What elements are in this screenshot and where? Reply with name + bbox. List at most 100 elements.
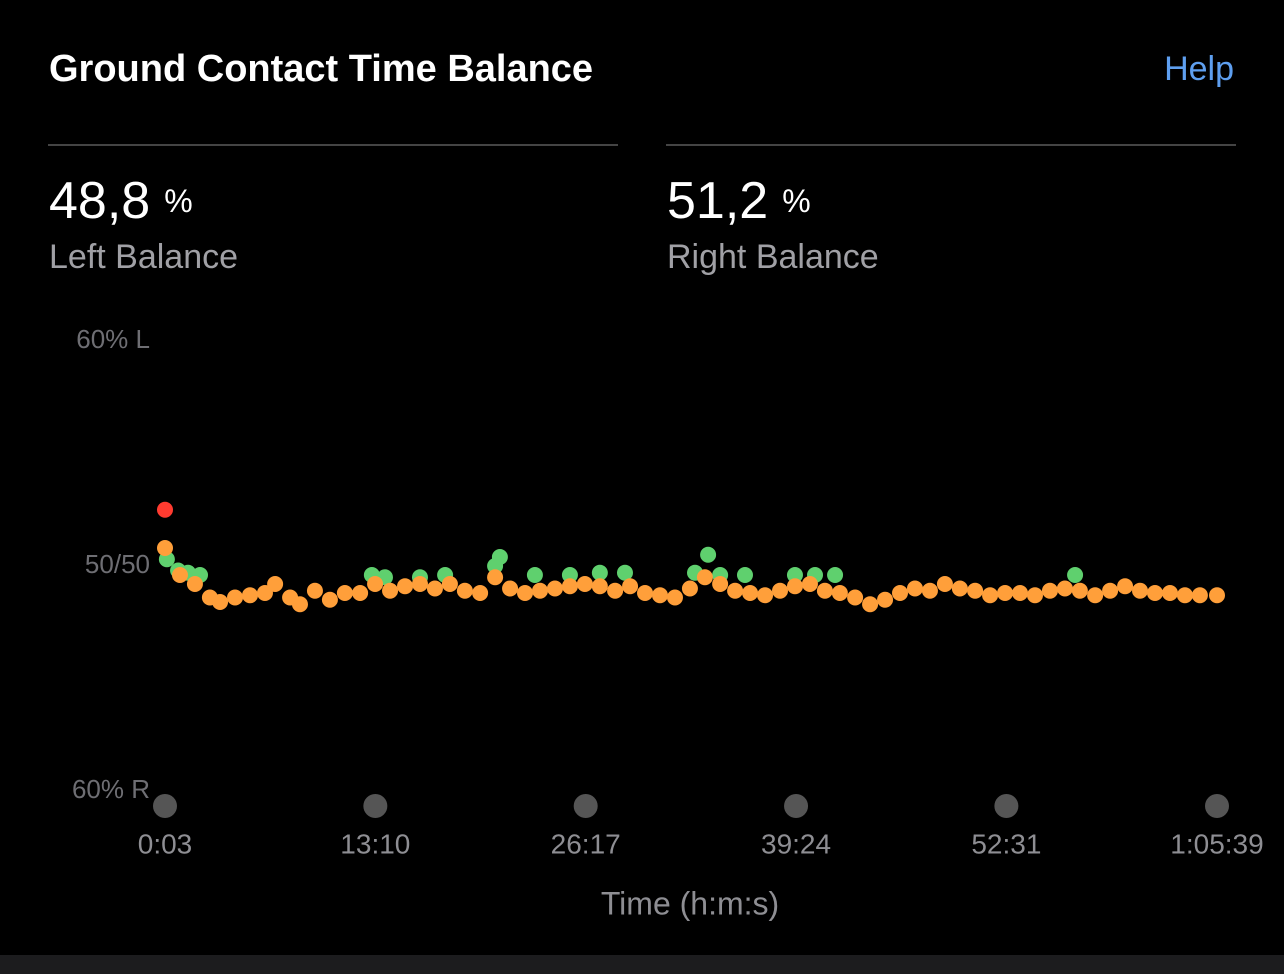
point	[982, 587, 999, 604]
point	[921, 582, 938, 599]
x-tick-label: 13:10	[340, 828, 410, 859]
point	[696, 569, 713, 586]
x-tick-dot	[573, 794, 598, 818]
point	[397, 578, 414, 595]
point	[936, 576, 953, 592]
x-tick-label: 39:24	[761, 828, 831, 859]
point	[157, 501, 173, 518]
point	[1067, 567, 1084, 583]
point	[591, 578, 608, 595]
point	[591, 564, 608, 581]
point	[666, 589, 683, 606]
x-axis-title: Time (h:m:s)	[601, 885, 779, 921]
point	[546, 580, 563, 597]
point	[1146, 585, 1163, 601]
stat-label: Left Balance	[49, 238, 238, 276]
x-tick-dot	[784, 794, 809, 818]
point	[681, 580, 698, 597]
point	[1191, 587, 1208, 604]
point	[1176, 587, 1193, 604]
point	[1026, 587, 1043, 604]
point	[801, 576, 818, 592]
point	[951, 580, 968, 597]
point	[1132, 582, 1149, 599]
point	[847, 589, 864, 606]
point	[517, 585, 534, 601]
point	[742, 585, 759, 601]
point	[171, 567, 188, 583]
point	[441, 576, 458, 592]
point	[772, 582, 789, 599]
point	[637, 585, 654, 601]
stat-value: 51,2%	[667, 172, 811, 230]
point	[426, 580, 443, 597]
point	[736, 567, 753, 583]
point	[1087, 587, 1104, 604]
help-link[interactable]: Help	[1164, 50, 1234, 88]
stat-value: 48,8%	[49, 172, 193, 230]
point	[757, 587, 774, 604]
point	[267, 576, 284, 592]
x-tick-dot	[994, 794, 1019, 818]
point	[491, 549, 508, 565]
point	[157, 540, 173, 556]
point	[306, 582, 323, 599]
point	[827, 567, 844, 583]
point	[487, 569, 504, 586]
point	[831, 585, 848, 601]
x-tick-dot	[153, 794, 177, 818]
point	[607, 582, 624, 599]
point	[1071, 582, 1088, 599]
point	[526, 567, 543, 583]
point	[816, 582, 833, 599]
point	[576, 576, 593, 592]
point	[367, 576, 384, 592]
point	[700, 546, 717, 563]
point	[1041, 582, 1058, 599]
x-tick-label: 1:05:39	[1170, 828, 1263, 859]
point	[786, 578, 803, 595]
point	[712, 576, 729, 592]
point	[411, 576, 428, 592]
point	[862, 596, 879, 613]
point	[336, 585, 353, 601]
point	[616, 564, 633, 581]
point	[561, 567, 578, 583]
point	[227, 589, 244, 606]
point	[382, 582, 399, 599]
x-tick-label: 52:31	[971, 828, 1041, 859]
point	[1161, 585, 1178, 601]
point	[906, 580, 923, 597]
point	[1209, 587, 1225, 604]
point	[786, 567, 803, 583]
bottom-strip	[0, 955, 1284, 974]
point	[892, 585, 909, 601]
x-tick-label: 26:17	[551, 828, 621, 859]
y-tick-label: 60% R	[72, 774, 150, 804]
point	[1012, 585, 1029, 601]
point	[241, 587, 258, 604]
x-tick-dot	[1205, 794, 1229, 818]
y-tick-label: 60% L	[76, 324, 150, 354]
point	[622, 578, 639, 595]
point	[651, 587, 668, 604]
x-tick-dot	[363, 794, 388, 818]
point	[502, 580, 519, 597]
title: Ground Contact Time Balance	[49, 48, 593, 90]
point	[1117, 578, 1134, 595]
point	[531, 582, 548, 599]
point	[212, 594, 229, 610]
point	[997, 585, 1014, 601]
point	[186, 576, 203, 592]
point	[1102, 582, 1119, 599]
point	[472, 585, 489, 601]
point	[877, 591, 894, 608]
point	[967, 582, 984, 599]
stat-label: Right Balance	[667, 238, 879, 276]
point	[561, 578, 578, 595]
y-tick-label: 50/50	[85, 549, 150, 579]
x-tick-label: 0:03	[138, 828, 193, 859]
